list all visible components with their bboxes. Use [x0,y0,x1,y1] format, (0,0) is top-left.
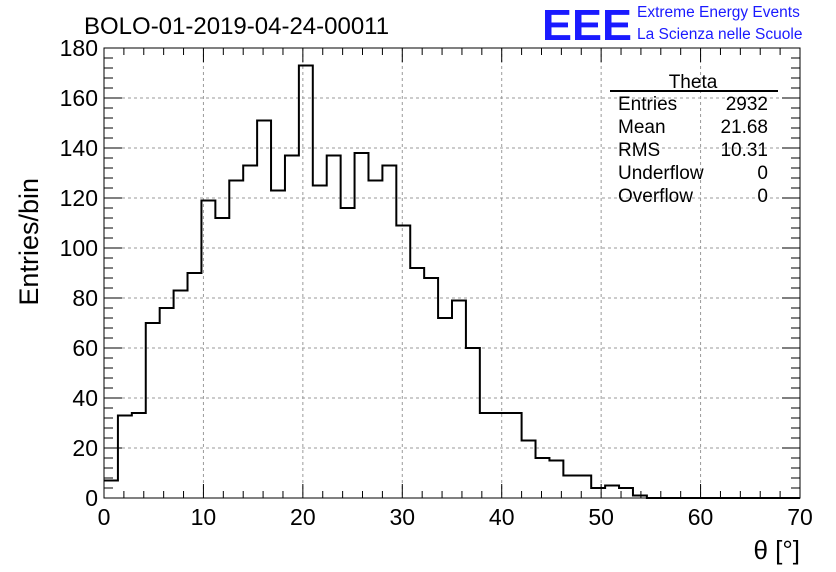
histogram-bin [174,291,188,499]
x-tick-label: 0 [98,504,111,530]
y-tick-label: 120 [60,185,98,211]
x-tick-label: 30 [389,504,415,530]
histogram-bin [118,416,132,499]
histogram-bin [229,181,243,499]
x-tick-label: 70 [787,504,813,530]
y-tick-label: 180 [60,35,98,61]
histogram-bin [382,166,396,499]
stats-label-overflow: Overflow [618,186,693,207]
histogram-bin [160,308,174,498]
histogram-bin [201,201,215,499]
histogram-bin [146,323,160,498]
axis-ticks [103,47,801,499]
y-tick-label: 80 [72,285,98,311]
histogram-bin [480,413,494,498]
histogram-bin [605,486,619,499]
histogram-bin [591,488,605,498]
stats-value-mean: 21.68 [720,117,768,138]
histogram-outline [104,64,800,499]
stats-value-rms: 10.31 [720,140,768,161]
stats-value-entries: 2932 [726,94,768,115]
histogram-bin [424,278,438,498]
histogram-bin [577,476,591,499]
stats-box: Theta Entries 2932 Mean 21.68 RMS 10.31 … [610,72,778,207]
logo-line-1: Extreme Energy Events [637,4,800,21]
grid-lines [104,48,800,498]
stats-box-title: Theta [669,72,718,93]
histogram-bin [396,226,410,499]
histogram-bin [132,413,146,498]
histogram-bin [285,156,299,499]
chart-title: BOLO-01-2019-04-24-00011 [84,13,389,40]
x-tick-label: 60 [688,504,714,530]
y-axis-label: Entries/bin [14,178,44,306]
histogram-bin [327,156,341,499]
stats-label-entries: Entries [618,94,677,115]
stats-label-rms: RMS [618,140,660,161]
x-tick-label: 20 [290,504,316,530]
histogram-bin [508,413,522,498]
histogram-series [104,64,800,499]
histogram-bin [271,191,285,499]
y-tick-label: 140 [60,135,98,161]
stats-value-overflow: 0 [757,186,768,207]
histogram-bin [257,121,271,499]
histogram-bin [536,458,550,498]
stats-value-underflow: 0 [757,163,768,184]
histogram-bin [522,441,536,499]
histogram-bin [466,348,480,498]
plot-frame [103,47,801,499]
stats-label-underflow: Underflow [618,163,704,184]
logo-letters: EEE [542,1,632,50]
histogram-bin [494,413,508,498]
x-tick-label: 40 [489,504,515,530]
y-tick-label: 20 [72,435,98,461]
x-axis-label: θ [°] [753,535,800,565]
y-tick-label: 60 [72,335,98,361]
histogram-bin [243,166,257,499]
y-tick-label: 0 [85,485,98,511]
y-tick-label: 40 [72,385,98,411]
stats-label-mean: Mean [618,117,666,138]
y-tick-label: 160 [60,85,98,111]
histogram-bin [299,66,313,499]
histogram-bin [452,301,466,499]
histogram-bin [341,208,355,498]
histogram-bin [368,181,382,499]
y-tick-label: 100 [60,235,98,261]
histogram-bin [215,218,229,498]
eee-logo: EEE Extreme Energy Events La Scienza nel… [542,1,802,50]
logo-line-2: La Scienza nelle Scuole [637,26,802,43]
histogram-bin [104,481,118,499]
histogram-bin [438,318,452,498]
x-tick-label: 50 [588,504,614,530]
histogram-bin [313,186,327,499]
y-tick-labels: 0 20 40 60 80 100 120 140 160 180 [60,35,98,511]
histogram-bin [355,153,369,498]
histogram-bin [188,273,202,498]
histogram-bin [410,268,424,498]
histogram-bin [563,476,577,499]
x-tick-label: 10 [191,504,217,530]
x-tick-labels: 0 10 20 30 40 50 60 70 [98,504,813,530]
